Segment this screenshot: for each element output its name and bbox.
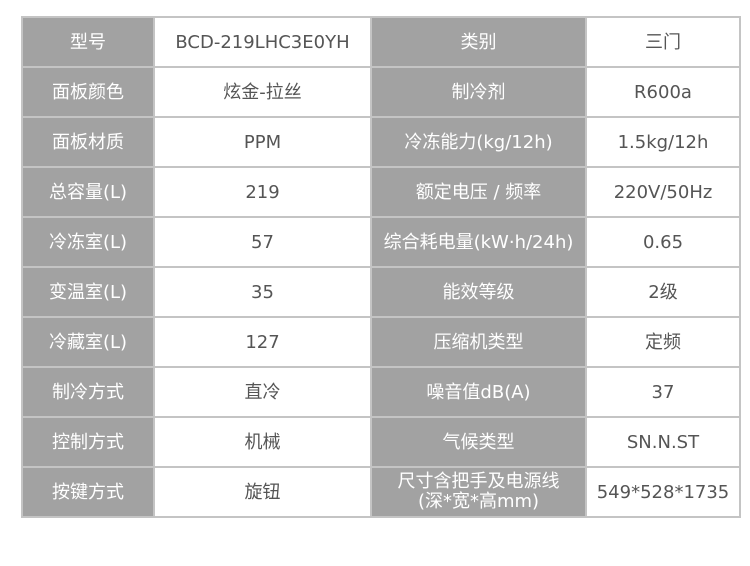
spec-value: 35 [153,266,372,318]
spec-value: 57 [153,216,372,268]
spec-row: 变温室(L) 35 能效等级 2级 [21,266,741,318]
spec-value: 定频 [585,316,741,368]
spec-value: 1.5kg/12h [585,116,741,168]
spec-label: 冷冻能力(kg/12h) [370,116,587,168]
spec-row: 冷冻室(L) 57 综合耗电量(kW·h/24h) 0.65 [21,216,741,268]
spec-label: 类别 [370,16,587,68]
spec-value: 三门 [585,16,741,68]
spec-value: PPM [153,116,372,168]
spec-table-body: 型号 BCD-219LHC3E0YH 类别 三门 面板颜色 炫金-拉丝 制冷剂 R600a 面板… [21,16,741,518]
spec-label: 额定电压 / 频率 [370,166,587,218]
spec-label: 气候类型 [370,416,587,468]
spec-row: 面板材质 PPM 冷冻能力(kg/12h) 1.5kg/12h [21,116,741,168]
spec-row: 型号 BCD-219LHC3E0YH 类别 三门 [21,16,741,68]
spec-row: 总容量(L) 219 额定电压 / 频率 220V/50Hz [21,166,741,218]
spec-label: 噪音值dB(A) [370,366,587,418]
spec-value: 127 [153,316,372,368]
spec-label: 制冷方式 [21,366,155,418]
spec-label: 制冷剂 [370,66,587,118]
spec-row: 面板颜色 炫金-拉丝 制冷剂 R600a [21,66,741,118]
spec-value: SN.N.ST [585,416,741,468]
spec-label: 型号 [21,16,155,68]
spec-value: 219 [153,166,372,218]
spec-value: 直冷 [153,366,372,418]
spec-value: 549*528*1735 [585,466,741,518]
spec-label: 冷冻室(L) [21,216,155,268]
spec-label: 按键方式 [21,466,155,518]
spec-value: 37 [585,366,741,418]
spec-value: 机械 [153,416,372,468]
spec-label: 总容量(L) [21,166,155,218]
spec-label: 能效等级 [370,266,587,318]
spec-label: 变温室(L) [21,266,155,318]
spec-value: 2级 [585,266,741,318]
spec-value: 旋钮 [153,466,372,518]
spec-label: 尺寸含把手及电源线 (深*宽*高mm) [370,466,587,518]
spec-label: 控制方式 [21,416,155,468]
spec-label: 冷藏室(L) [21,316,155,368]
spec-row: 制冷方式 直冷 噪音值dB(A) 37 [21,366,741,418]
spec-label: 面板材质 [21,116,155,168]
spec-table: 型号 BCD-219LHC3E0YH 类别 三门 面板颜色 炫金-拉丝 制冷剂 R600a 面板… [21,16,741,518]
spec-value: 炫金-拉丝 [153,66,372,118]
spec-value: R600a [585,66,741,118]
spec-label: 压缩机类型 [370,316,587,368]
spec-value: BCD-219LHC3E0YH [153,16,372,68]
spec-row: 控制方式 机械 气候类型 SN.N.ST [21,416,741,468]
spec-value: 220V/50Hz [585,166,741,218]
spec-label: 综合耗电量(kW·h/24h) [370,216,587,268]
spec-row: 冷藏室(L) 127 压缩机类型 定频 [21,316,741,368]
spec-value: 0.65 [585,216,741,268]
spec-row: 按键方式 旋钮 尺寸含把手及电源线 (深*宽*高mm) 549*528*1735 [21,466,741,518]
spec-label: 面板颜色 [21,66,155,118]
